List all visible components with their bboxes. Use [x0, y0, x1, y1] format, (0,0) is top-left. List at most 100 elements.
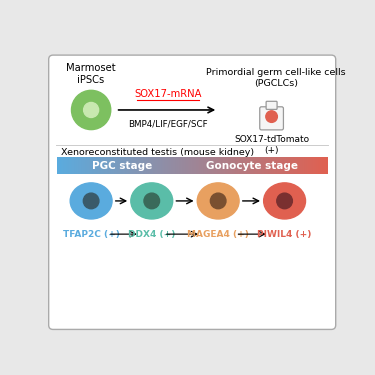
Bar [221, 157, 222, 174]
Bar [124, 157, 125, 174]
Bar [209, 157, 211, 174]
Bar [260, 157, 261, 174]
Bar [149, 157, 150, 174]
Bar [226, 157, 228, 174]
Bar [319, 157, 321, 174]
Bar [202, 157, 204, 174]
Bar [162, 157, 163, 174]
Bar [91, 157, 93, 174]
Bar [155, 157, 157, 174]
Bar [138, 157, 140, 174]
Bar [133, 157, 134, 174]
Bar [98, 157, 99, 174]
Bar [247, 157, 249, 174]
Bar [311, 157, 313, 174]
Bar [200, 157, 202, 174]
Bar [142, 157, 144, 174]
Bar [76, 157, 78, 174]
Bar [318, 157, 320, 174]
Bar [258, 157, 260, 174]
Bar [105, 157, 106, 174]
Text: MAGEA4 (+): MAGEA4 (+) [187, 230, 249, 238]
Text: BMP4/LIF/EGF/SCF: BMP4/LIF/EGF/SCF [128, 120, 207, 129]
Bar [184, 157, 186, 174]
Bar [326, 157, 328, 174]
Bar [154, 157, 156, 174]
Bar [297, 157, 298, 174]
Bar [301, 157, 303, 174]
Bar [156, 157, 158, 174]
Bar [189, 157, 190, 174]
Bar [118, 157, 120, 174]
Bar [256, 157, 258, 174]
Bar [323, 157, 324, 174]
Bar [259, 157, 260, 174]
Bar [306, 157, 307, 174]
FancyBboxPatch shape [260, 107, 284, 130]
Bar [174, 157, 176, 174]
Bar [263, 157, 265, 174]
Bar [196, 157, 197, 174]
Bar [192, 157, 194, 174]
Bar [294, 157, 296, 174]
Bar [296, 157, 297, 174]
Bar [180, 157, 181, 174]
Bar [83, 157, 85, 174]
Bar [185, 157, 186, 174]
Bar [144, 157, 146, 174]
Bar [251, 157, 252, 174]
Bar [108, 157, 109, 174]
Bar [100, 157, 102, 174]
Bar [277, 157, 278, 174]
Bar [215, 157, 216, 174]
Bar [269, 157, 270, 174]
Bar [72, 157, 73, 174]
Bar [126, 157, 127, 174]
Bar [314, 157, 315, 174]
Bar [81, 157, 82, 174]
Bar [62, 157, 63, 174]
Bar [203, 157, 204, 174]
Bar [114, 157, 115, 174]
Bar [233, 157, 234, 174]
Bar [290, 157, 291, 174]
Bar [309, 157, 311, 174]
Bar [66, 157, 68, 174]
Bar [320, 157, 322, 174]
Bar [180, 157, 182, 174]
Bar [219, 157, 221, 174]
Bar [292, 157, 294, 174]
Bar [205, 157, 206, 174]
Bar [275, 157, 276, 174]
Bar [242, 157, 243, 174]
Bar [295, 157, 296, 174]
Bar [287, 157, 288, 174]
Bar [264, 157, 266, 174]
Bar [194, 157, 195, 174]
Bar [129, 157, 130, 174]
Bar [267, 157, 268, 174]
Bar [246, 157, 248, 174]
Bar [68, 157, 69, 174]
Ellipse shape [264, 183, 306, 219]
Bar [230, 157, 231, 174]
Bar [274, 157, 276, 174]
Circle shape [144, 193, 159, 209]
Bar [217, 157, 219, 174]
Bar [290, 157, 292, 174]
Circle shape [72, 90, 111, 130]
Bar [117, 157, 119, 174]
Bar [152, 157, 153, 174]
Bar [245, 157, 247, 174]
Bar [137, 157, 139, 174]
Bar [313, 157, 314, 174]
Bar [293, 157, 295, 174]
Bar [65, 157, 67, 174]
Bar [88, 157, 90, 174]
Text: Xenoreconstituted testis (mouse kidney): Xenoreconstituted testis (mouse kidney) [61, 148, 254, 158]
Bar [273, 157, 275, 174]
Bar [63, 157, 65, 174]
Bar [173, 157, 175, 174]
Bar [153, 157, 155, 174]
Bar [298, 157, 300, 174]
